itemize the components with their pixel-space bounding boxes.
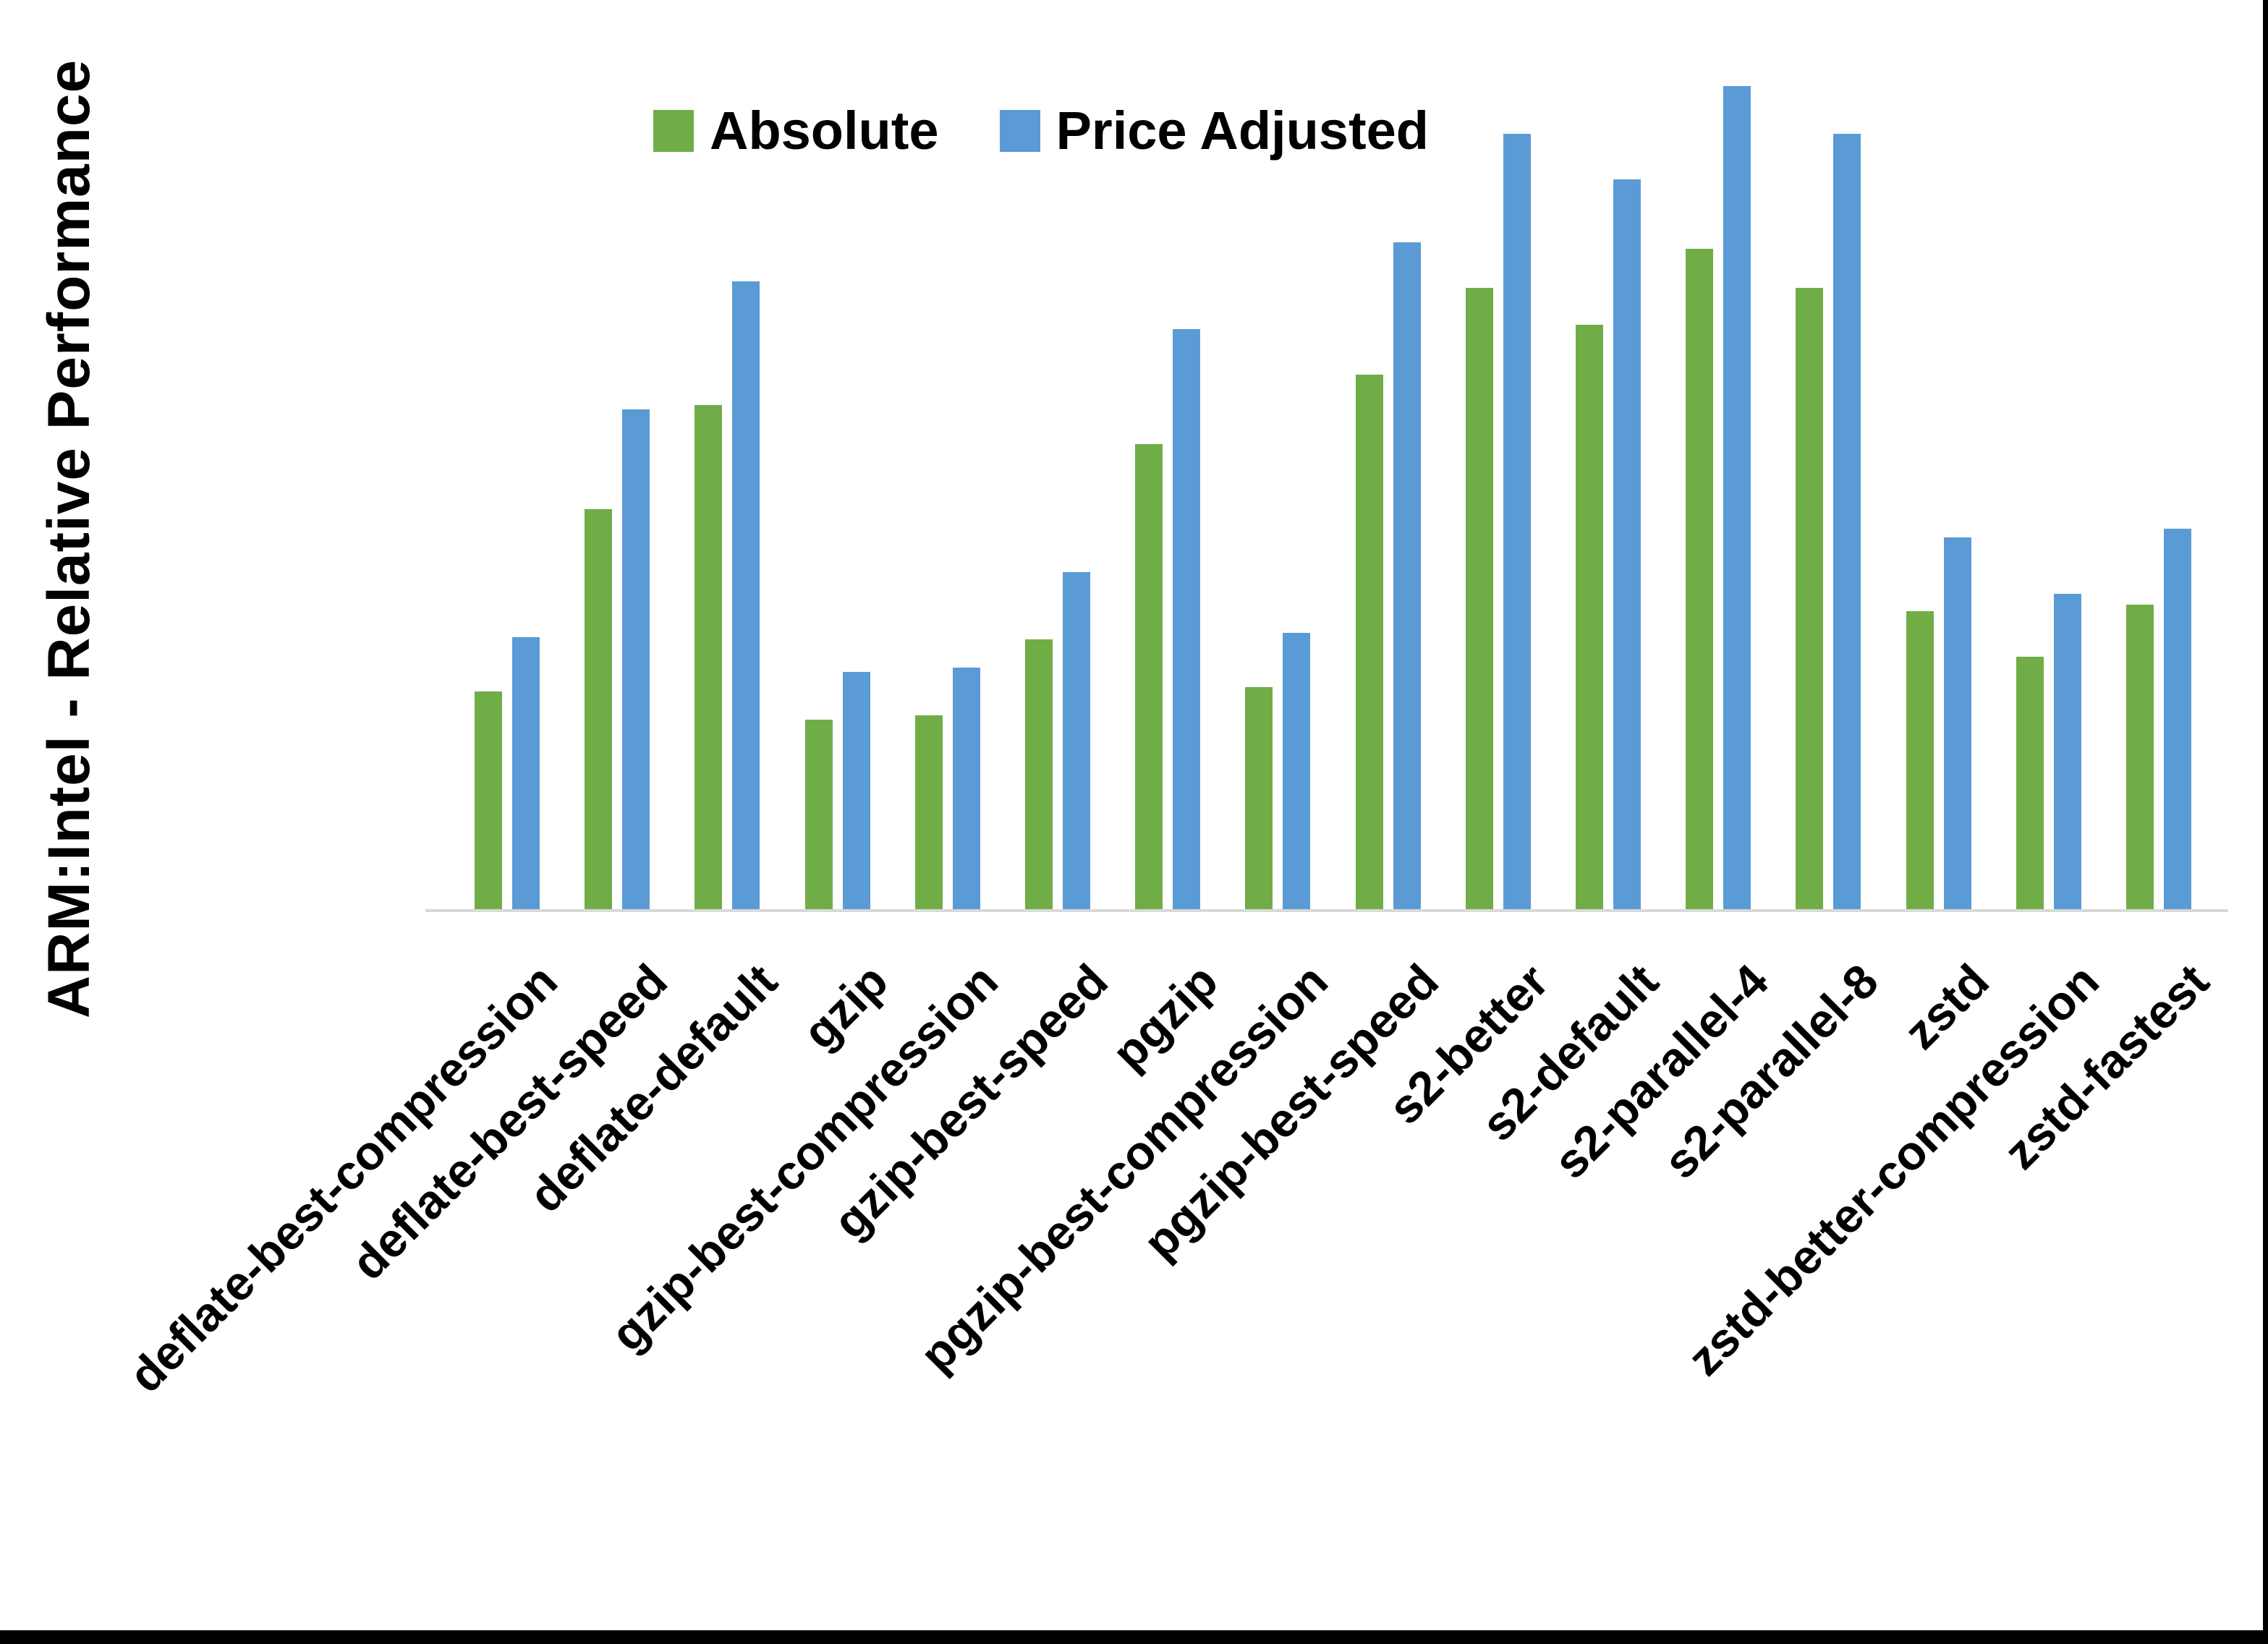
x-axis-label-deflate-best-compression: deflate-best-compression [118,953,568,1402]
bar-price-adjusted-gzip [842,672,870,911]
bar-price-adjusted-deflate-default [732,281,760,911]
screenshot-bottom-border [0,1630,2268,1644]
bar-price-adjusted-deflate-best-speed [622,409,650,911]
bar-price-adjusted-s2-parallel-8 [1833,134,1861,911]
bar-group-pgzip [1113,43,1223,911]
bar-price-adjusted-gzip-best-speed [1063,572,1091,911]
bar-group-s2-parallel-8 [1773,43,1883,911]
legend-item-absolute: Absolute [653,100,939,161]
bar-price-adjusted-zstd [1943,537,1971,911]
bar-group-s2-default [1553,43,1663,911]
bar-absolute-zstd-better-compression [2016,657,2044,911]
chart-legend: Absolute Price Adjusted [653,100,1429,161]
bar-group-deflate-best-compression [452,43,562,911]
bar-price-adjusted-zstd-fastest [2163,529,2191,911]
bar-group-pgzip-best-speed [1333,43,1443,911]
bar-absolute-deflate-best-compression [475,691,503,911]
legend-swatch-absolute-icon [653,109,694,152]
bar-absolute-s2-better [1465,288,1493,911]
bar-price-adjusted-s2-better [1503,134,1531,911]
bar-group-s2-better [1443,43,1553,911]
bar-absolute-pgzip-best-compression [1245,687,1273,911]
bar-absolute-s2-parallel-4 [1686,249,1714,911]
x-axis-label-s2-better: s2-better [1377,953,1559,1135]
bar-absolute-gzip-best-speed [1025,639,1053,911]
bar-absolute-deflate-best-speed [585,509,613,911]
bar-price-adjusted-pgzip [1173,329,1201,911]
bar-group-s2-parallel-4 [1663,43,1773,911]
bar-group-deflate-default [672,43,782,911]
bar-price-adjusted-s2-default [1613,179,1641,911]
bar-group-deflate-best-speed [562,43,672,911]
x-axis-label-s2-parallel-4: s2-parallel-4 [1543,953,1779,1189]
bar-absolute-zstd [1906,611,1934,911]
x-axis-label-gzip: gzip [792,953,899,1060]
x-axis-label-pgzip-best-speed: pgzip-best-speed [1132,953,1449,1269]
x-axis-label-pgzip: pgzip [1101,953,1228,1080]
x-axis-label-s2-default: s2-default [1471,953,1669,1151]
x-axis-label-zstd-better-compression: zstd-better-compression [1677,953,2110,1386]
x-axis-label-zstd-fastest: zstd-fastest [1993,953,2220,1180]
bar-absolute-s2-default [1575,325,1603,911]
bar-price-adjusted-s2-parallel-4 [1723,86,1751,911]
bar-price-adjusted-gzip-best-compression [952,668,980,911]
bar-absolute-deflate-default [695,405,723,911]
x-axis-label-deflate-default: deflate-default [518,953,788,1222]
bar-group-gzip-best-speed [1003,43,1113,911]
legend-item-price-adjusted: Price Adjusted [999,100,1429,161]
bar-price-adjusted-zstd-better-compression [2053,594,2081,911]
legend-label-price-adjusted: Price Adjusted [1056,101,1429,161]
legend-swatch-price-adjusted-icon [999,109,1040,152]
bar-group-pgzip-best-compression [1223,43,1333,911]
bar-absolute-s2-parallel-8 [1796,288,1824,911]
bar-absolute-gzip-best-compression [914,715,943,911]
bar-price-adjusted-deflate-best-compression [512,637,540,911]
x-axis-label-gzip-best-speed: gzip-best-speed [823,953,1118,1249]
bar-group-gzip-best-compression [893,43,1003,911]
x-axis-label-pgzip-best-compression: pgzip-best-compression [909,953,1338,1382]
legend-label-absolute: Absolute [710,101,939,161]
bar-absolute-gzip [804,720,833,911]
x-axis-label-s2-parallel-8: s2-parallel-8 [1653,953,1889,1189]
bar-absolute-pgzip [1135,444,1163,911]
bar-price-adjusted-pgzip-best-speed [1393,242,1421,911]
screenshot-right-border [2263,0,2268,1644]
x-axis-label-gzip-best-compression: gzip-best-compression [600,953,1008,1361]
bar-group-zstd-fastest [2104,43,2214,911]
bar-group-zstd [1883,43,1993,911]
bar-price-adjusted-pgzip-best-compression [1283,633,1311,911]
plot-area [452,43,2214,911]
bar-group-gzip [783,43,893,911]
bar-absolute-zstd-fastest [2125,605,2154,911]
bar-absolute-pgzip-best-speed [1355,375,1383,911]
x-axis-label-zstd: zstd [1893,953,2000,1060]
x-axis-label-deflate-best-speed: deflate-best-speed [341,953,678,1290]
x-axis-baseline [425,909,2228,912]
y-axis-title: ARM:Intel - Relative Performance [36,59,102,1019]
bar-group-zstd-better-compression [1994,43,2104,911]
